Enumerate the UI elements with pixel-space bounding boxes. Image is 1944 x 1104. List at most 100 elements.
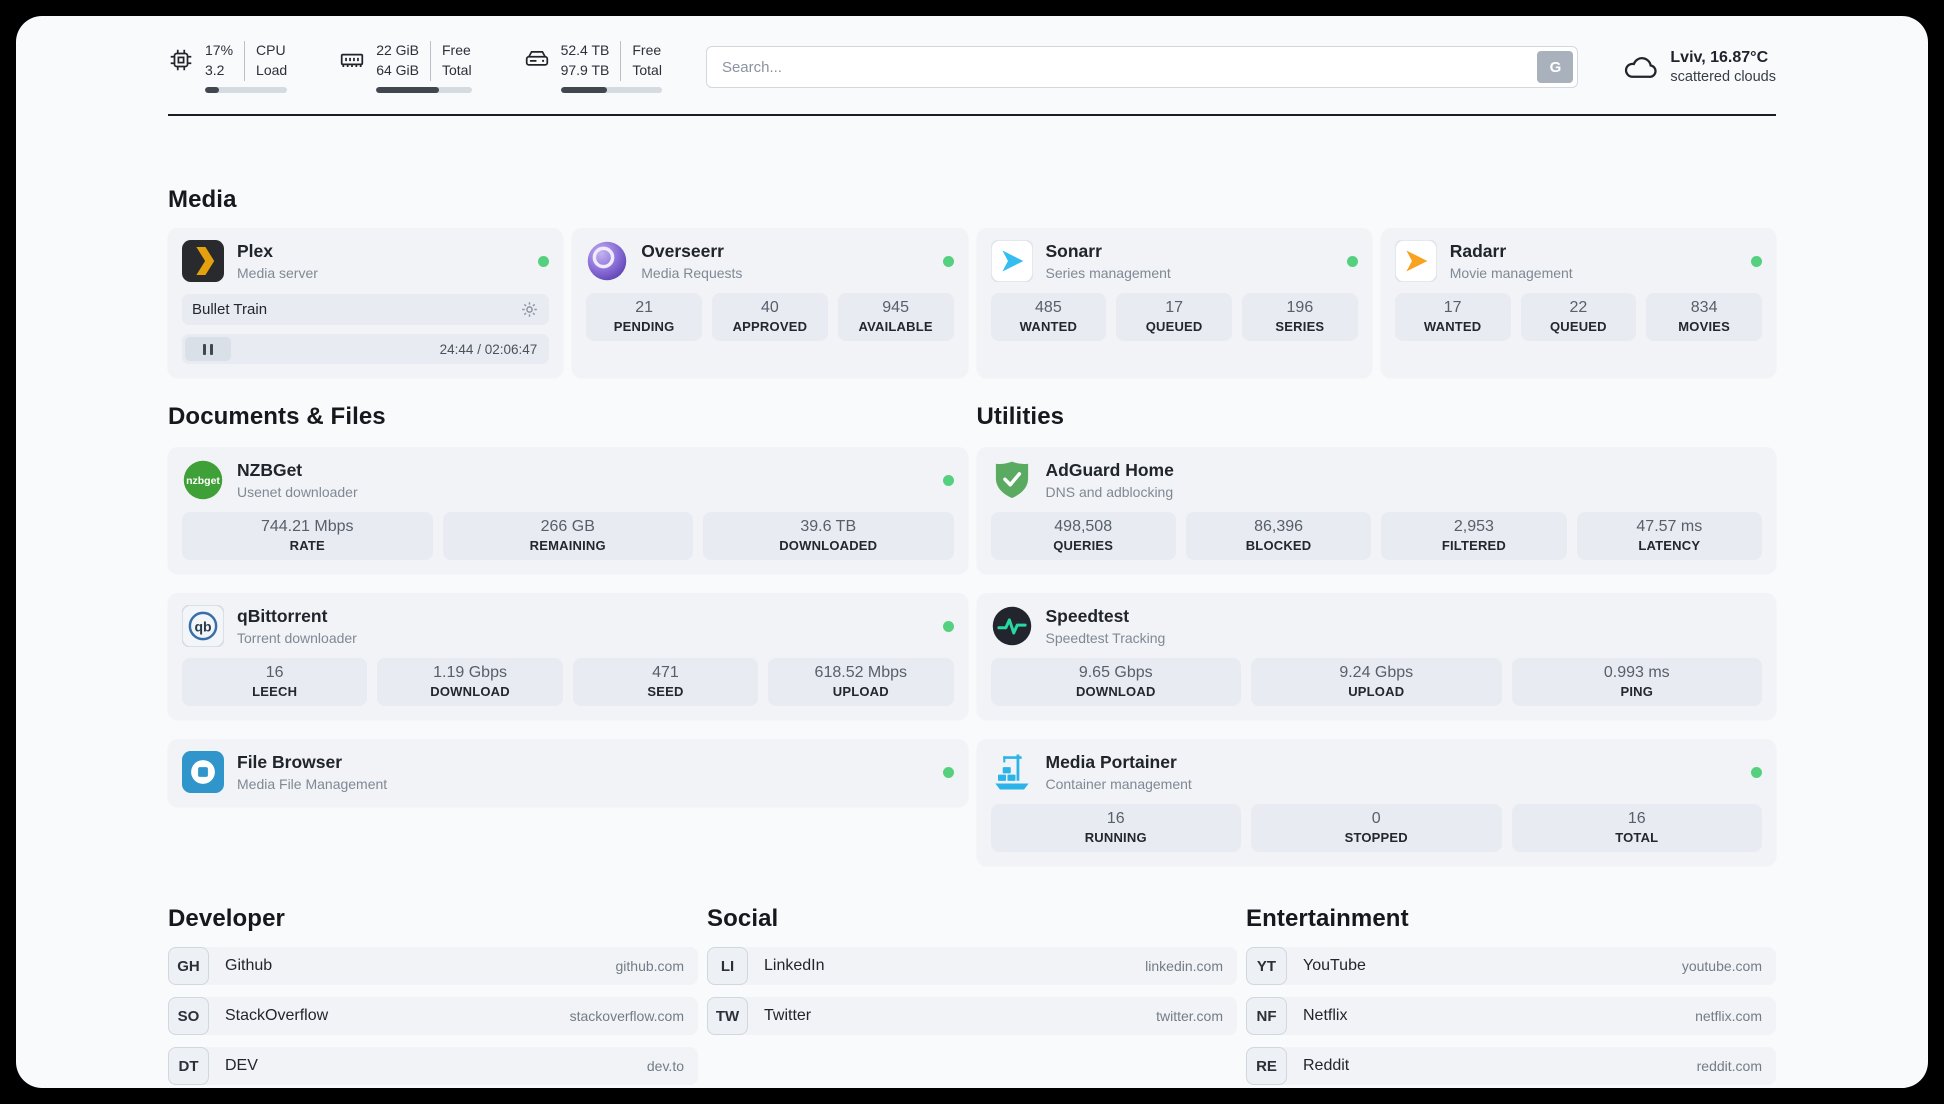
stat-tile: 0 STOPPED [1251, 804, 1502, 852]
bookmark-reddit[interactable]: RE Reddit reddit.com [1246, 1047, 1776, 1085]
stat-tile: 9.24 Gbps UPLOAD [1251, 658, 1502, 706]
stat-tile: 17 QUEUED [1116, 293, 1232, 341]
weather-condition: scattered clouds [1670, 69, 1776, 85]
cpu-usage-label: CPU [256, 42, 286, 59]
search-box: G [705, 46, 1579, 88]
app-card-overseerr[interactable]: Overseerr Media Requests 21 PENDING 40 A… [572, 228, 968, 377]
nzbget-icon: nzbget [182, 459, 224, 501]
gear-icon[interactable] [520, 300, 539, 319]
app-card-speedtest[interactable]: Speedtest Speedtest Tracking 9.65 Gbps D… [976, 593, 1776, 719]
overseerr-icon [586, 240, 628, 282]
weather-location: Lviv, 16.87°C [1670, 49, 1769, 66]
status-dot [1751, 766, 1762, 778]
now-playing-bar: Bullet Train [182, 294, 550, 325]
app-name: Media Portainer [1045, 752, 1177, 772]
stat-tile: 16 TOTAL [1511, 804, 1762, 852]
sonarr-icon [989, 239, 1034, 283]
disk-total-value: 97.9 TB [560, 62, 610, 78]
hard-drive-icon [524, 47, 550, 73]
radarr-icon [1393, 239, 1438, 283]
stat-tile: 744.21 Mbps RATE [182, 512, 433, 560]
app-card-plex[interactable]: Plex Media server Bullet Train [168, 228, 564, 377]
app-subtitle: Usenet downloader [237, 484, 358, 500]
social-section: Social LI LinkedIn linkedin.com TW Twitt… [707, 905, 1237, 1085]
media-section: Media Plex Media server Bullet Train [168, 186, 1776, 377]
app-name: File Browser [237, 752, 343, 772]
adguard-icon [991, 459, 1033, 501]
plex-icon [182, 240, 224, 282]
stat-tile: 47.57 ms LATENCY [1576, 512, 1762, 560]
dashboard: 17% 3.2 CPU Load [16, 16, 1928, 1088]
ram-total-value: 64 GiB [376, 62, 419, 78]
stackoverflow-icon: SO [168, 997, 209, 1035]
filebrowser-icon [182, 751, 224, 793]
ram-total-label: Total [442, 62, 472, 78]
stat-tile: 21 PENDING [586, 293, 702, 341]
bookmark-netflix[interactable]: NF Netflix netflix.com [1246, 997, 1776, 1035]
stat-tile: 196 SERIES [1242, 293, 1358, 341]
stat-tile: 22 QUEUED [1520, 293, 1637, 341]
stat-tile: 1.19 Gbps DOWNLOAD [377, 658, 563, 706]
cpu-progress-bar [205, 86, 288, 93]
status-dot [942, 766, 954, 778]
status-dot [942, 474, 954, 486]
twitter-icon: TW [707, 997, 748, 1035]
stat-tile: 266 GB REMAINING [442, 512, 693, 560]
entertainment-section: Entertainment YT YouTube youtube.com NF … [1246, 905, 1776, 1085]
bookmark-twitter[interactable]: TW Twitter twitter.com [707, 997, 1237, 1035]
status-dot [942, 255, 954, 267]
disk-progress-bar [560, 86, 662, 93]
qbittorrent-icon: qb [181, 604, 225, 648]
search-engine-button[interactable]: G [1537, 51, 1574, 83]
cloud-icon [1622, 49, 1658, 85]
ram-free-value: 22 GiB [376, 42, 419, 59]
app-card-sonarr[interactable]: Sonarr Series management 485 WANTED 17 Q… [976, 228, 1372, 377]
stat-tile: 485 WANTED [990, 293, 1107, 341]
app-subtitle: Torrent downloader [237, 630, 357, 646]
status-dot [1751, 255, 1762, 267]
bookmark-youtube[interactable]: YT YouTube youtube.com [1246, 947, 1776, 985]
social-section-title: Social [707, 905, 779, 932]
app-card-radarr[interactable]: Radarr Movie management 17 WANTED 22 QUE… [1380, 228, 1776, 377]
stat-tile: 471 SEED [572, 658, 759, 706]
app-card-nzbget[interactable]: nzbget NZBGet Usenet downloader 744.21 M… [168, 447, 968, 573]
bookmark-stackoverflow[interactable]: SO StackOverflow stackoverflow.com [168, 997, 698, 1035]
netflix-icon: NF [1246, 997, 1287, 1035]
youtube-icon: YT [1246, 947, 1287, 985]
search-input[interactable] [705, 46, 1579, 88]
reddit-icon: RE [1246, 1047, 1287, 1085]
stat-tile: 0.993 ms PING [1511, 658, 1762, 706]
documents-section-title: Documents & Files [168, 403, 386, 430]
app-subtitle: DNS and adblocking [1045, 484, 1174, 500]
app-card-adguard[interactable]: AdGuard Home DNS and adblocking 498,508 … [976, 447, 1776, 573]
stat-tile: 498,508 QUERIES [990, 512, 1176, 560]
pause-icon[interactable] [185, 337, 231, 361]
bookmark-dev[interactable]: DT DEV dev.to [168, 1047, 698, 1085]
utilities-section-title: Utilities [976, 403, 1065, 430]
bookmark-linkedin[interactable]: LI LinkedIn linkedin.com [707, 947, 1237, 985]
cpu-load-value: 3.2 [205, 62, 225, 78]
app-card-filebrowser[interactable]: File Browser Media File Management [168, 739, 968, 806]
disk-widget: 52.4 TB 97.9 TB Free Total [524, 41, 662, 93]
documents-section: Documents & Files nzbget NZBGet U [168, 403, 968, 806]
stat-tile: 945 AVAILABLE [837, 293, 954, 341]
status-dot [942, 620, 954, 632]
ram-icon [339, 47, 365, 73]
linkedin-icon: LI [707, 947, 748, 985]
ram-progress-bar [376, 86, 472, 93]
header-divider [168, 114, 1776, 116]
disk-free-label: Free [632, 42, 662, 59]
status-dot [1346, 255, 1358, 267]
bookmark-github[interactable]: GH Github github.com [168, 947, 698, 985]
ram-free-label: Free [442, 42, 471, 59]
github-icon: GH [168, 947, 209, 985]
stat-tile: 9.65 Gbps DOWNLOAD [990, 658, 1241, 706]
app-card-qbittorrent[interactable]: qb qBittorrent Torrent downloader 16 LEE… [168, 593, 968, 719]
app-subtitle: Media Requests [641, 265, 743, 281]
cpu-icon [168, 47, 194, 73]
stat-tile: 17 WANTED [1394, 293, 1511, 341]
app-card-portainer[interactable]: Media Portainer Container management 16 … [976, 739, 1776, 865]
developer-section: Developer GH Github github.com SO StackO… [168, 905, 698, 1085]
ram-widget: 22 GiB 64 GiB Free Total [339, 41, 472, 93]
app-subtitle: Speedtest Tracking [1045, 630, 1166, 646]
